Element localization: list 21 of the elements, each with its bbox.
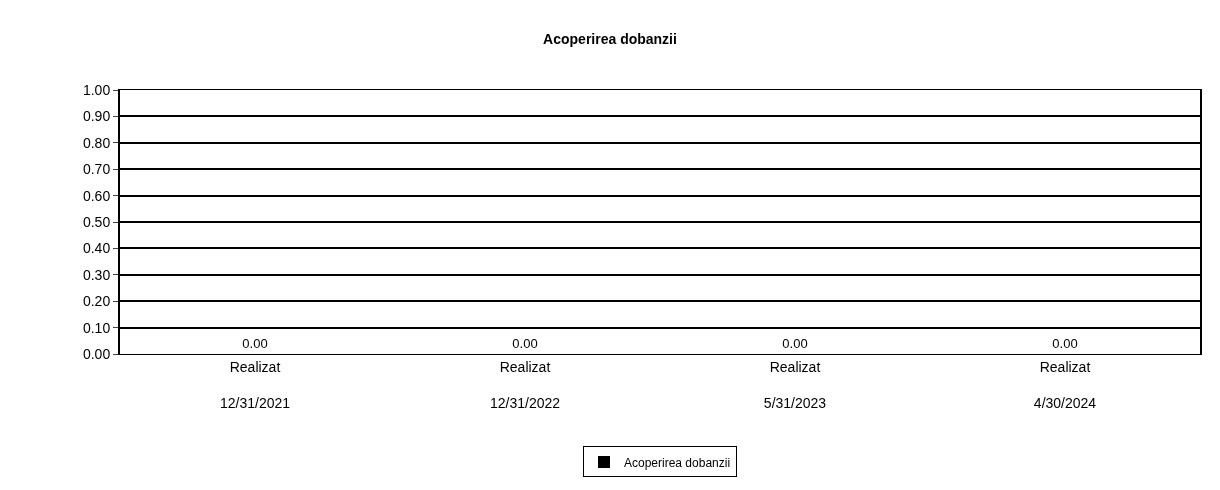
chart-title: Acoperirea dobanzii (543, 31, 677, 48)
y-tick-label: 0.60 (82, 187, 111, 204)
y-tick-label: 0.50 (82, 213, 111, 230)
category-label: Realizat 12/31/2022 (489, 358, 561, 412)
data-label: 0.00 (242, 336, 268, 351)
y-tick-label: 0.10 (82, 319, 111, 336)
y-tick-label: 0.00 (82, 345, 111, 362)
data-label: 0.00 (512, 336, 538, 351)
data-label: 0.00 (782, 336, 808, 351)
y-tick-label: 0.70 (82, 161, 111, 178)
y-tick-label: 0.20 (82, 293, 111, 310)
category-label: Realizat 12/31/2021 (219, 358, 291, 412)
y-tick-label: 0.90 (82, 108, 111, 125)
y-tick-label: 1.00 (82, 81, 111, 98)
y-tick-label: 0.80 (82, 134, 111, 151)
category-label: Realizat 4/30/2024 (1033, 358, 1097, 412)
legend-label: Acoperirea dobanzii (624, 455, 731, 470)
category-label: Realizat 5/31/2023 (763, 358, 827, 412)
y-tick-label: 0.40 (82, 240, 111, 257)
y-tick-label: 0.30 (82, 266, 111, 283)
data-label: 0.00 (1052, 336, 1078, 351)
